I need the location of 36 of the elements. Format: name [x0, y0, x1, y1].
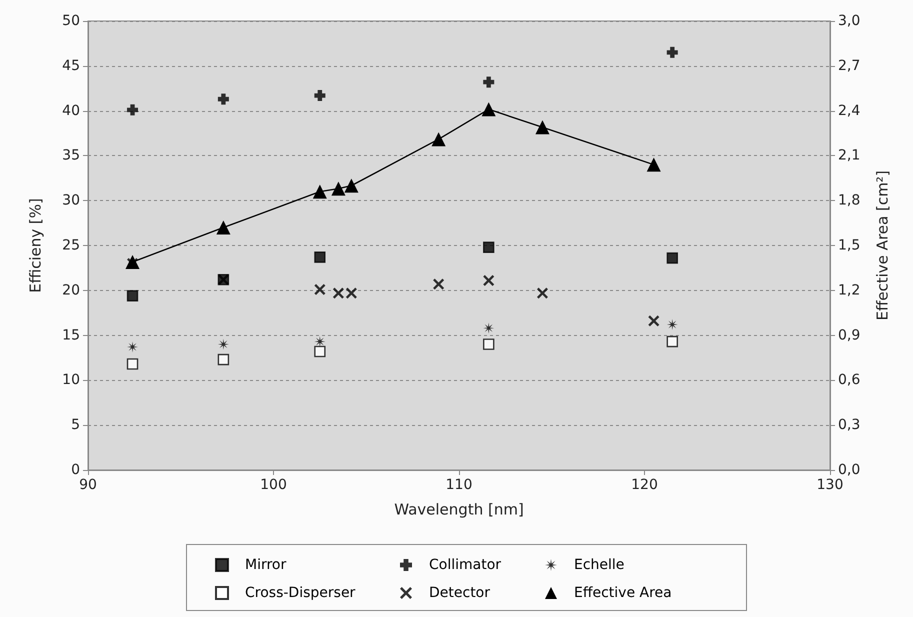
- y2-tick-label: 1,2: [838, 282, 860, 298]
- y2-tick-label: 0,9: [838, 327, 860, 344]
- legend-label: Detector: [429, 585, 490, 601]
- y-tick-label: 20: [62, 282, 80, 298]
- y2-tick-label: 2,4: [838, 102, 860, 119]
- y-tick-label: 45: [62, 58, 80, 74]
- y2-tick-label: 0,0: [838, 462, 860, 478]
- x-tick-label: 130: [816, 477, 844, 493]
- x-tick-label: 100: [260, 477, 287, 493]
- y-tick-label: 40: [62, 102, 80, 119]
- y-tick-label: 5: [71, 417, 80, 434]
- legend-label: Mirror: [245, 557, 286, 573]
- legend-label: Echelle: [574, 557, 624, 573]
- x-tick-label: 110: [446, 477, 472, 493]
- y-tick-label: 50: [62, 13, 80, 29]
- y-tick-label: 35: [62, 148, 80, 164]
- y2-axis-title: Effective Area [cm²]: [874, 170, 892, 321]
- y2-tick-label: 2,1: [838, 148, 860, 164]
- y2-tick-label: 2,7: [838, 58, 860, 74]
- x-tick-label: 90: [79, 477, 97, 493]
- y-tick-label: 30: [62, 192, 80, 209]
- y2-tick-label: 1,8: [838, 192, 860, 209]
- x-axis-title: Wavelength [nm]: [394, 500, 524, 518]
- y-tick-label: 15: [62, 327, 80, 344]
- legend-label: Effective Area: [574, 585, 672, 601]
- y2-tick-label: 0,6: [838, 372, 860, 388]
- y-tick-label: 0: [71, 462, 80, 478]
- y2-tick-label: 1,5: [838, 238, 860, 254]
- x-tick-label: 120: [631, 477, 658, 493]
- y-tick-label: 10: [62, 372, 80, 388]
- legend-label: Cross-Disperser: [245, 585, 356, 601]
- y2-tick-label: 3,0: [838, 13, 860, 29]
- y-tick-label: 25: [62, 238, 80, 254]
- y2-tick-label: 0,3: [838, 417, 860, 434]
- y-axis-title: Efficieny [%]: [26, 198, 44, 293]
- legend-label: Collimator: [429, 557, 502, 573]
